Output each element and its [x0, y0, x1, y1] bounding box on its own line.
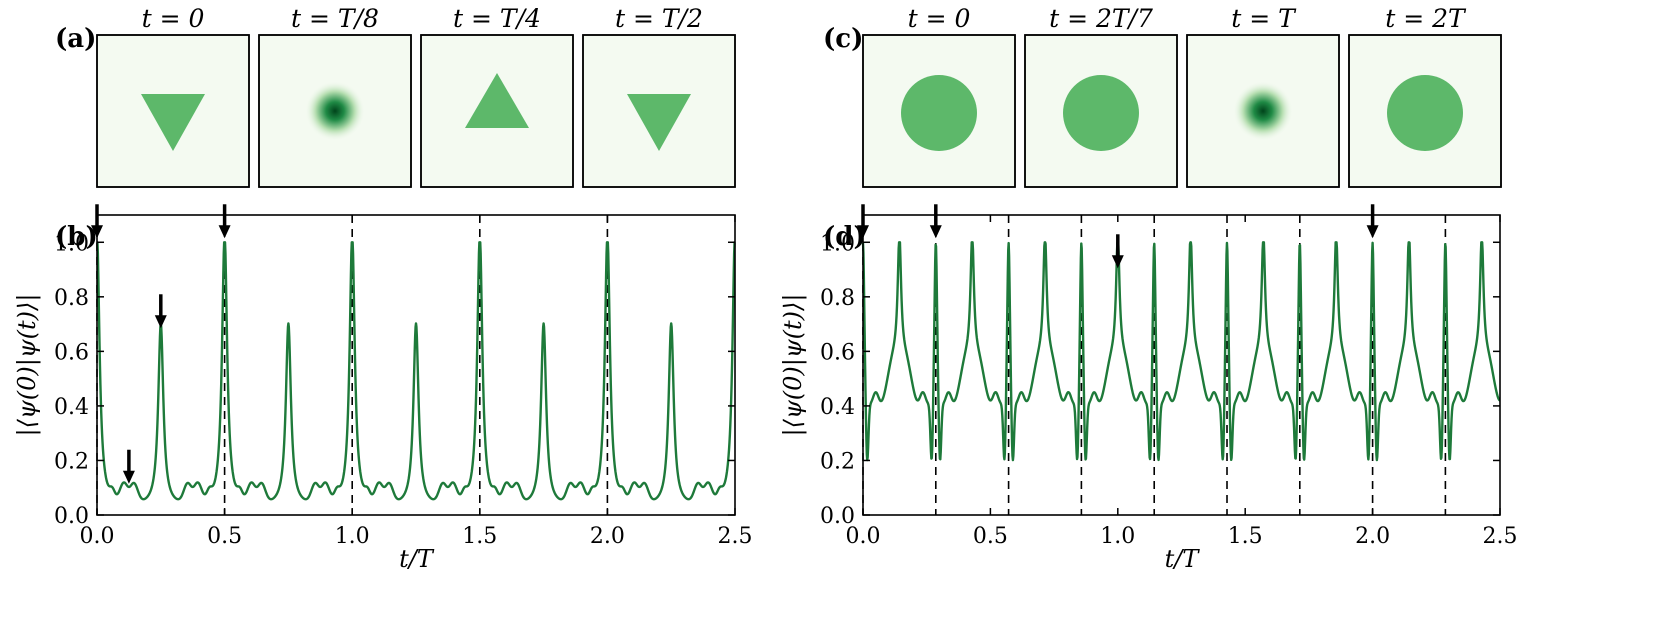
- axes-frame: [96, 214, 736, 516]
- chart-d: 0.0 0.5 1.0 1.5 2.0 2.5 0.0 0.2 0.4 0.6 0.8 1.0 t/T |…: [779, 204, 1518, 573]
- snapshot-title: t = T: [1231, 4, 1297, 33]
- x-tick-label: 0.0: [846, 524, 881, 549]
- snapshot-tile-0: t = 0: [862, 4, 1016, 188]
- y-axis-label: |⟨ψ(0)|ψ(t)⟩|: [779, 294, 808, 437]
- x-tick-label: 1.5: [462, 524, 497, 549]
- x-tick-label: 0.5: [207, 524, 242, 549]
- snapshot-tile-1: t = 2T/7: [1024, 4, 1178, 188]
- axes-frame: [862, 214, 1501, 516]
- fidelity-curve: [861, 241, 1501, 462]
- y-tick-label: 0.4: [54, 395, 89, 420]
- y-tick-label: 0.4: [820, 395, 855, 420]
- x-tick-label: 1.5: [1228, 524, 1263, 549]
- x-tick-label: 2.5: [1483, 524, 1518, 549]
- snapshot-title: t = T/2: [615, 4, 703, 33]
- y-tick-label: 0.0: [820, 504, 855, 529]
- arrow-marker: [122, 449, 135, 484]
- snapshot-tile-3: t = 2T: [1348, 4, 1502, 188]
- arrow-marker: [154, 294, 167, 329]
- snapshot-title: t = T/4: [453, 4, 541, 33]
- x-tick-label: 1.0: [1100, 524, 1135, 549]
- focused-spot: [305, 81, 365, 141]
- chart-b: 0.0 0.5 1.0 1.5 2.0 2.5 0.0 0.2 0.4 0.6 0.8 1.0 t/T |…: [13, 204, 753, 573]
- x-tick-label: 0.0: [80, 524, 115, 549]
- triangle-down-shape: [141, 94, 205, 151]
- x-tick-label: 0.5: [973, 524, 1008, 549]
- y-tick-label: 0.6: [820, 340, 855, 365]
- fidelity-curve: [96, 241, 736, 501]
- arrow-marker: [91, 204, 103, 239]
- panel-label-b: (b): [55, 222, 98, 252]
- y-tick-label: 0.2: [820, 449, 855, 474]
- arrow-marker: [929, 204, 942, 239]
- snapshot-tile-2: t = T: [1186, 4, 1340, 188]
- y-tick-label: 0.0: [54, 504, 89, 529]
- snapshot-title: t = 0: [142, 4, 205, 33]
- focused-spot: [1233, 81, 1293, 141]
- snapshot-title: t = 2T/7: [1049, 4, 1153, 33]
- arrow-marker: [1366, 204, 1379, 239]
- snapshot-title: t = T/8: [291, 4, 379, 33]
- snapshot-title: t = 0: [908, 4, 971, 33]
- y-axis-label: |⟨ψ(0)|ψ(t)⟩|: [13, 294, 42, 437]
- snapshot-tile-1: t = T/8: [258, 4, 412, 188]
- x-axis-label: t/T: [1165, 545, 1201, 573]
- disk-shape: [1387, 75, 1463, 151]
- y-tick-label: 1.0: [820, 231, 855, 256]
- triangle-down-shape: [627, 94, 691, 151]
- arrow-marker: [218, 204, 231, 239]
- x-tick-label: 2.0: [590, 524, 625, 549]
- y-tick-label: 1.0: [54, 231, 89, 256]
- y-tick-label: 0.6: [54, 340, 89, 365]
- snapshots-right: t = 0 t = 2T/7 t = T t = 2T: [862, 4, 1502, 188]
- x-tick-label: 1.0: [335, 524, 370, 549]
- y-tick-label: 0.8: [820, 286, 855, 311]
- snapshots-left: t = 0 t = T/8 t = T/4 t = T/2: [96, 4, 736, 188]
- triangle-up-shape: [465, 73, 529, 128]
- arrow-marker: [857, 204, 869, 239]
- arrow-marker: [1111, 234, 1124, 269]
- snapshot-title: t = 2T: [1385, 4, 1467, 33]
- disk-shape: [901, 75, 977, 151]
- snapshot-tile-2: t = T/4: [420, 4, 574, 188]
- panel-label-a: (a): [55, 24, 96, 54]
- disk-shape: [1063, 75, 1139, 151]
- snapshot-tile-0: t = 0: [96, 4, 250, 188]
- y-tick-label: 0.8: [54, 286, 89, 311]
- snapshot-tile-3: t = T/2: [582, 4, 736, 188]
- x-tick-label: 2.0: [1355, 524, 1390, 549]
- x-axis-label: t/T: [399, 545, 435, 573]
- y-tick-label: 0.2: [54, 449, 89, 474]
- x-tick-label: 2.5: [718, 524, 753, 549]
- panel-label-c: (c): [823, 24, 863, 54]
